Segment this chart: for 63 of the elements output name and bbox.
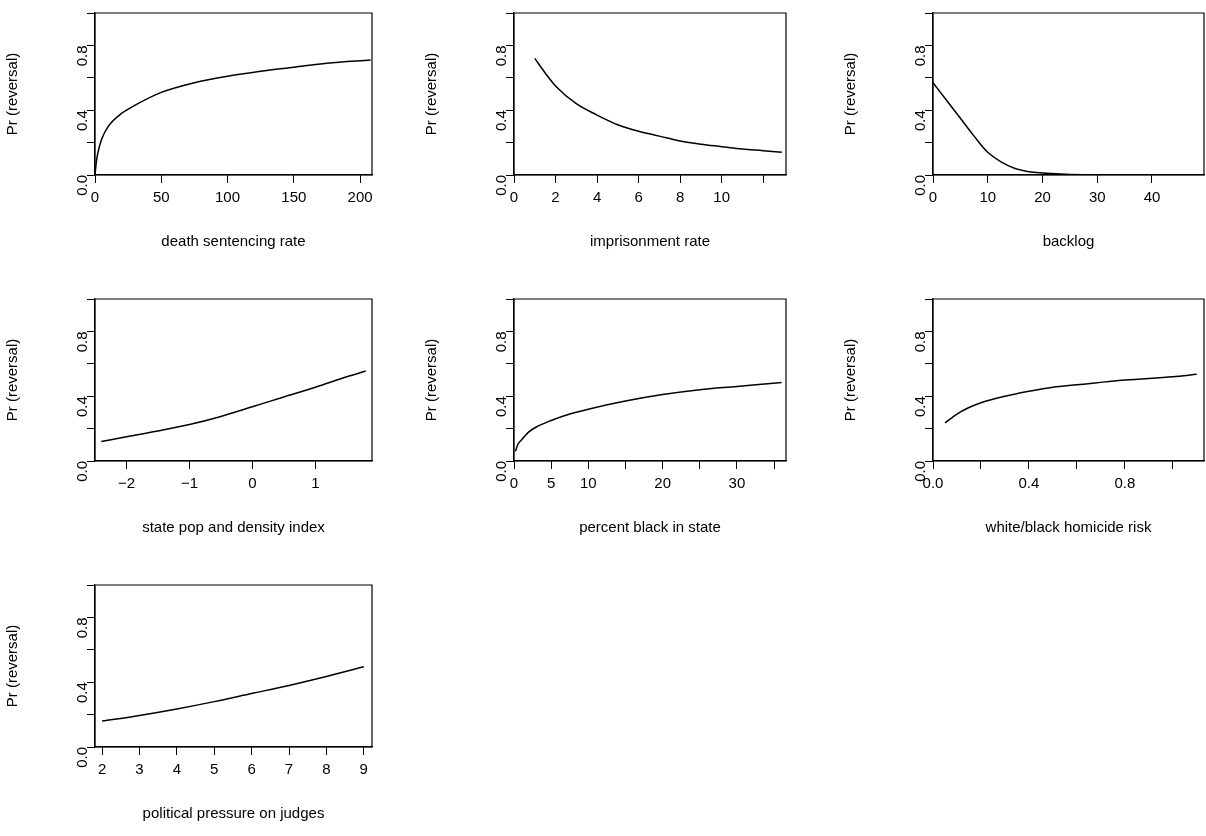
x-tick-label: 2	[551, 188, 560, 206]
y-tick-label: 0.8	[73, 45, 91, 67]
x-tick-label: 3	[135, 760, 144, 778]
x-tick-label: 5	[546, 474, 556, 492]
y-tick-label: 0.4	[911, 396, 929, 418]
x-tick-label: 0	[509, 188, 519, 206]
x-tick-label: 8	[675, 188, 685, 206]
x-tick-label: 9	[359, 760, 368, 778]
x-axis-title: imprisonment rate	[589, 232, 711, 250]
y-tick-label: 0.4	[492, 396, 510, 418]
x-axis-title: white/black homicide risk	[984, 518, 1152, 536]
y-tick-label: 0.4	[911, 110, 929, 132]
x-tick-label: 50	[152, 188, 170, 206]
y-tick-label: 0.8	[73, 617, 91, 639]
x-tick-label: 40	[1143, 188, 1161, 206]
y-tick-label: 0.4	[73, 110, 91, 132]
x-axis-title: political pressure on judges	[142, 804, 325, 822]
y-tick-label: 0.8	[492, 45, 510, 67]
y-axis-title: Pr (reversal)	[3, 624, 21, 708]
x-tick-label: 200	[347, 188, 373, 206]
x-tick-label: 150	[281, 188, 307, 206]
x-tick-label: 20	[654, 474, 671, 492]
y-tick-label: 0.8	[492, 331, 510, 353]
x-tick-label: 7	[284, 760, 294, 778]
x-tick-label: 100	[215, 188, 241, 206]
x-axis-title: backlog	[1042, 232, 1095, 250]
x-tick-label: 0.4	[1018, 474, 1040, 492]
x-tick-label: 0	[509, 474, 519, 492]
x-tick-label: 4	[592, 188, 602, 206]
x-tick-label: 0	[248, 474, 257, 492]
x-tick-label: 5	[210, 760, 219, 778]
x-tick-label: −2	[117, 474, 136, 492]
x-axis-title: death sentencing rate	[161, 232, 306, 250]
x-tick-label: 0	[928, 188, 938, 206]
y-tick-label: 0.8	[911, 331, 929, 353]
x-tick-label: 10	[713, 188, 730, 206]
x-tick-label: 20	[1034, 188, 1051, 206]
y-axis-title: Pr (reversal)	[3, 338, 21, 422]
x-axis-title: percent black in state	[579, 518, 721, 536]
x-tick-label: 6	[247, 760, 256, 778]
x-tick-label: 8	[322, 760, 331, 778]
x-tick-label: 1	[311, 474, 320, 492]
x-axis-title: state pop and density index	[142, 518, 326, 536]
y-tick-label: 0.8	[911, 45, 929, 67]
y-axis-title: Pr (reversal)	[422, 338, 440, 422]
x-tick-label: 6	[634, 188, 643, 206]
y-tick-label: 0.8	[73, 331, 91, 353]
x-tick-label: 2	[97, 760, 107, 778]
y-axis-title: Pr (reversal)	[841, 52, 859, 136]
x-tick-label: 30	[1088, 188, 1106, 206]
x-tick-label: 10	[579, 474, 597, 492]
y-tick-label: 0.4	[492, 110, 510, 132]
x-tick-label: 10	[979, 188, 997, 206]
x-tick-label: 0.8	[1114, 474, 1136, 492]
x-tick-label: −1	[180, 474, 198, 492]
x-tick-label: 0	[90, 188, 100, 206]
y-axis-title: Pr (reversal)	[841, 338, 859, 422]
y-tick-label: 0.4	[73, 682, 91, 704]
y-axis-title: Pr (reversal)	[422, 52, 440, 136]
y-tick-label: 0.4	[73, 396, 91, 418]
y-axis-title: Pr (reversal)	[3, 52, 21, 136]
x-tick-label: 30	[728, 474, 746, 492]
x-tick-label: 4	[172, 760, 182, 778]
